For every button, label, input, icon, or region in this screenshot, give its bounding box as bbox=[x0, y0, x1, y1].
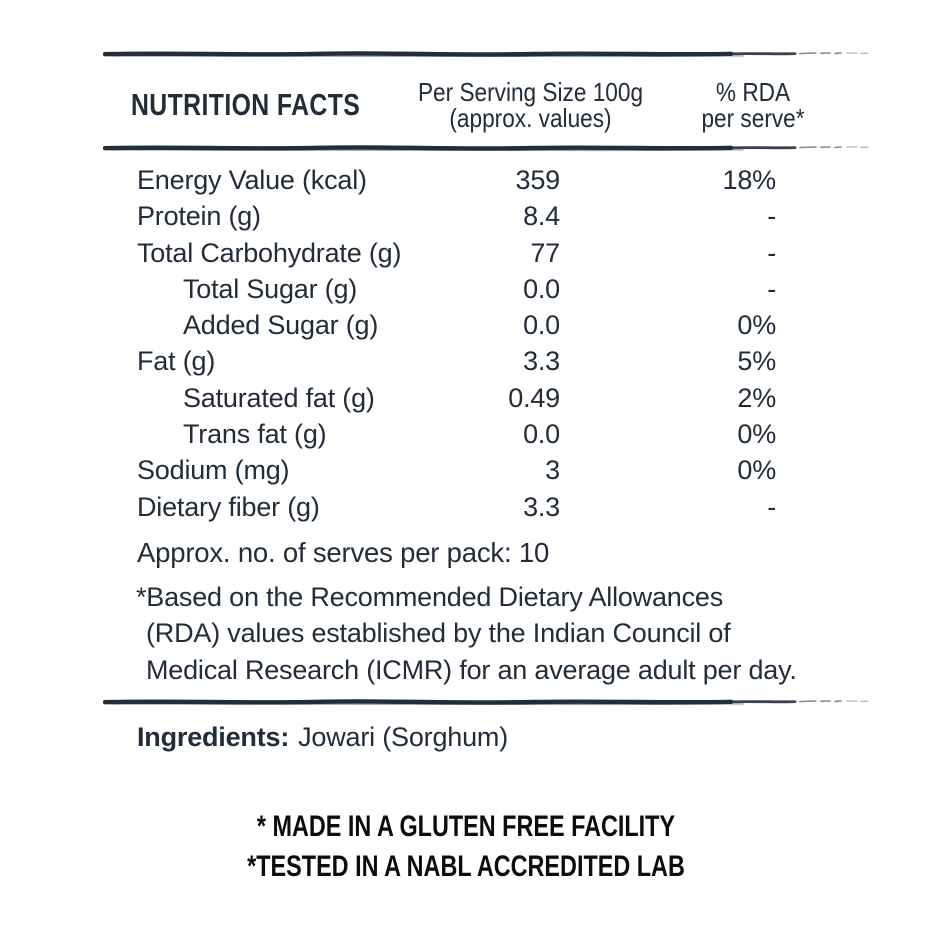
nutrient-value: 8.4 bbox=[523, 201, 560, 232]
nutrient-label: Protein (g) bbox=[137, 201, 261, 232]
nutrient-rda: 2% bbox=[737, 382, 776, 413]
claim-gluten-free: * MADE IN A GLUTEN FREE FACILITY bbox=[256, 810, 676, 844]
nutrient-rda: - bbox=[767, 201, 776, 232]
claims-block: * MADE IN A GLUTEN FREE FACILITY *TESTED… bbox=[103, 807, 873, 887]
nutrient-label: Fat (g) bbox=[137, 346, 216, 377]
nutrient-value: 0.0 bbox=[523, 419, 560, 450]
table-row-saturated-fat: Saturated fat (g) 0.49 2% bbox=[103, 380, 873, 416]
table-row-dietary-fiber: Dietary fiber (g) 3.3 - bbox=[103, 489, 873, 525]
serving-header-line2: (approx. values) bbox=[449, 103, 612, 133]
divider-line-top bbox=[103, 48, 873, 60]
claim-nabl-lab: *TESTED IN A NABL ACCREDITED LAB bbox=[247, 850, 685, 884]
nutrient-rda: 18% bbox=[722, 165, 777, 195]
nutrient-label: Trans fat (g) bbox=[183, 419, 327, 450]
table-row-trans-fat: Trans fat (g) 0.0 0% bbox=[103, 416, 873, 452]
nutrient-label: Added Sugar (g) bbox=[183, 310, 379, 341]
nutrient-rda: - bbox=[767, 491, 776, 522]
nutrient-rda: 5% bbox=[737, 346, 776, 377]
nutrient-label: Energy Value (kcal) bbox=[137, 165, 367, 195]
nutrient-value: 3.3 bbox=[523, 346, 560, 377]
nutrient-value: 3.3 bbox=[523, 491, 560, 522]
nutrition-facts-panel: NUTRITION FACTS Per Serving Size 100g (a… bbox=[103, 0, 873, 887]
rda-header-line1: % RDA bbox=[715, 77, 791, 107]
divider-line-header bbox=[103, 142, 873, 154]
nutrient-value: 0.0 bbox=[523, 310, 560, 341]
table-header: NUTRITION FACTS Per Serving Size 100g (a… bbox=[103, 76, 873, 134]
rda-header-line2: per serve* bbox=[701, 103, 805, 133]
panel-title: NUTRITION FACTS bbox=[131, 87, 361, 122]
nutrient-label: Dietary fiber (g) bbox=[137, 491, 320, 522]
nutrient-value: 77 bbox=[530, 237, 560, 268]
nutrient-label: Total Sugar (g) bbox=[183, 273, 358, 304]
nutrient-rda: - bbox=[767, 237, 776, 268]
ingredients-line: Ingredients: Jowari (Sorghum) bbox=[103, 720, 873, 754]
rda-footnote: *Based on the Recommended Dietary Allowa… bbox=[136, 581, 797, 685]
nutrient-rda: 0% bbox=[737, 455, 776, 486]
table-row-fat: Fat (g) 3.3 5% bbox=[103, 343, 873, 379]
nutrient-rda: 0% bbox=[737, 419, 776, 450]
nutrient-value: 359 bbox=[515, 165, 561, 195]
ingredients-value: Jowari (Sorghum) bbox=[298, 722, 508, 753]
table-row-sodium: Sodium (mg) 3 0% bbox=[103, 452, 873, 488]
nutrient-value: 0.0 bbox=[523, 273, 560, 304]
serves-per-pack-note: Approx. no. of serves per pack: 10 bbox=[137, 536, 550, 568]
nutrient-rda: 0% bbox=[737, 310, 776, 341]
nutrient-label: Saturated fat (g) bbox=[183, 382, 375, 413]
column-header-rda: % RDA per serve* bbox=[683, 79, 822, 131]
column-header-serving: Per Serving Size 100g (approx. values) bbox=[407, 79, 655, 131]
nutrient-label: Total Carbohydrate (g) bbox=[137, 237, 402, 268]
serving-header-line1: Per Serving Size 100g bbox=[417, 77, 644, 107]
table-row-added-sugar: Added Sugar (g) 0.0 0% bbox=[103, 307, 873, 343]
nutrient-table: Energy Value (kcal) 359 18% Protein (g) … bbox=[103, 162, 873, 525]
nutrient-value: 3 bbox=[545, 455, 560, 486]
nutrient-rda: - bbox=[767, 273, 776, 304]
nutrient-value: 0.49 bbox=[508, 382, 560, 413]
table-row-carbohydrate: Total Carbohydrate (g) 77 - bbox=[103, 235, 873, 271]
table-row-total-sugar: Total Sugar (g) 0.0 - bbox=[103, 271, 873, 307]
divider-line-bottom bbox=[103, 696, 873, 708]
nutrient-label: Sodium (mg) bbox=[137, 455, 290, 486]
table-row-energy: Energy Value (kcal) 359 18% bbox=[103, 162, 873, 198]
ingredients-label: Ingredients: bbox=[137, 722, 290, 753]
table-row-protein: Protein (g) 8.4 - bbox=[103, 198, 873, 234]
